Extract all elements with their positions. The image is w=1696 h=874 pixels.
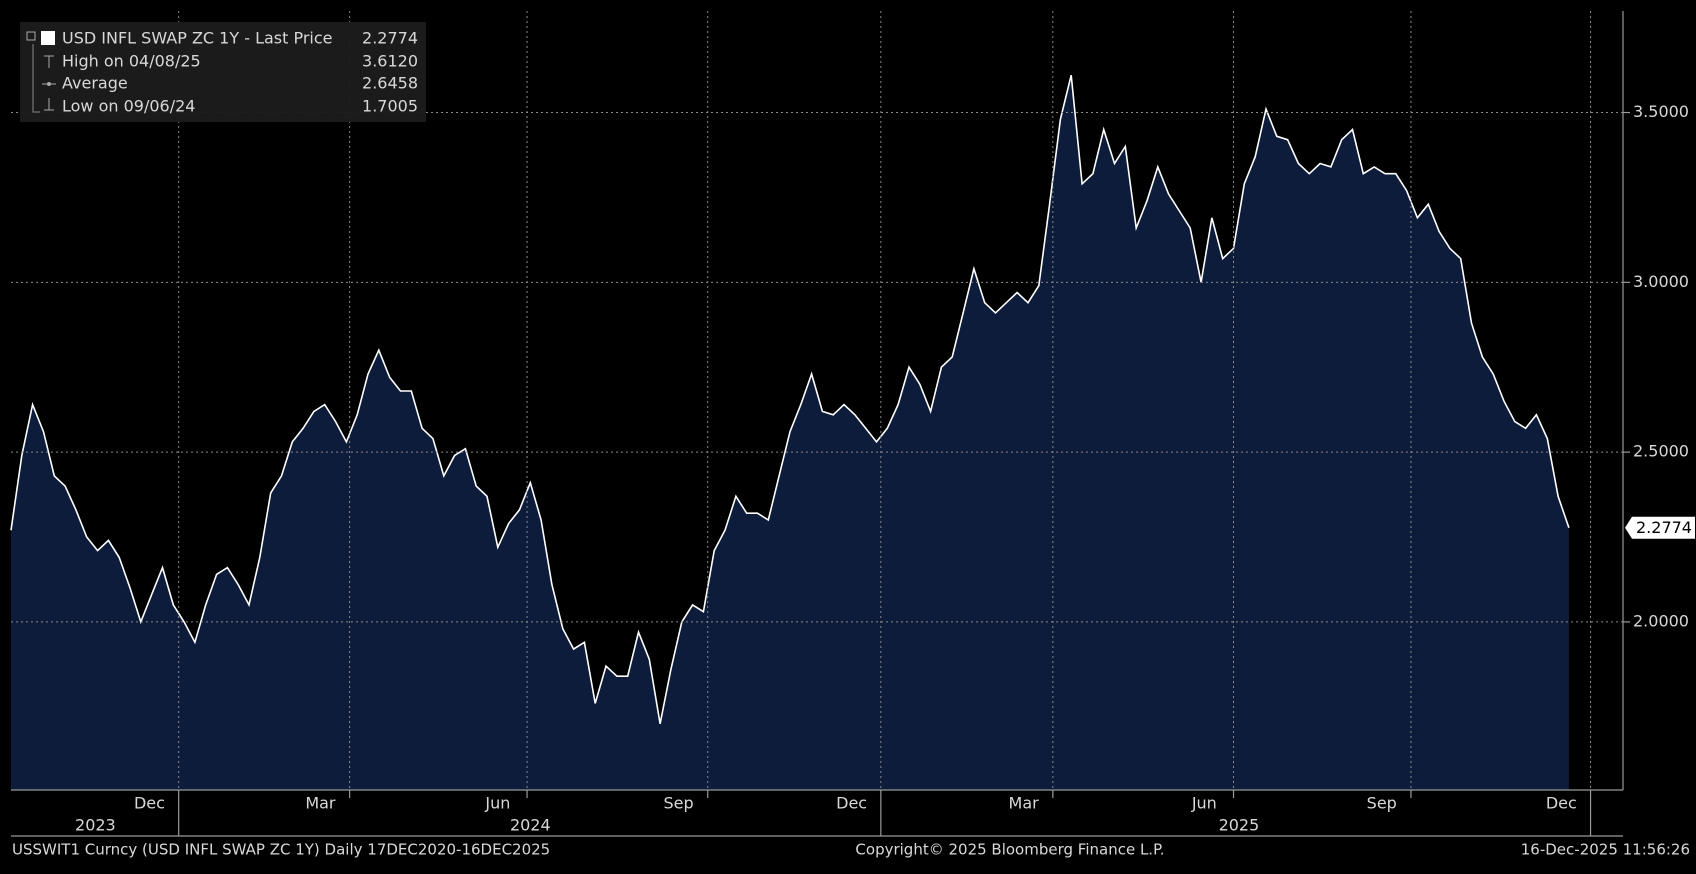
y-tick-label: 3.0000 [1633,272,1689,291]
x-tick-label: Sep [1367,794,1397,813]
x-tick-label: Mar [305,794,336,813]
stat-value: 3.6120 [362,52,418,71]
legend-series-name: USD INFL SWAP ZC 1Y - Last Price [62,29,333,48]
x-tick-label: Mar [1009,794,1040,813]
y-tick-label: 2.0000 [1633,611,1689,630]
year-label: 2025 [1219,816,1260,835]
legend-collapse-icon [26,31,36,41]
stat-label: Average [62,74,128,93]
x-tick-label: Jun [484,794,510,813]
y-tick-label: 2.5000 [1633,442,1689,461]
plot-area: 2.0000 2.5000 3.0000 3.5000 Dec Mar Jun Sep Dec M… [10,11,1695,837]
series-line [10,75,1570,724]
average-icon-dot [47,82,51,86]
x-tick-label: Jun [1191,794,1217,813]
footer-source: USSWIT1 Curncy (USD INFL SWAP ZC 1Y) Dai… [12,841,550,859]
legend: USD INFL SWAP ZC 1Y - Last Price 2.2774 … [20,22,426,122]
year-label: 2023 [75,816,116,835]
footer-timestamp: 16-Dec-2025 11:56:26 [1521,841,1690,859]
legend-swatch [41,31,55,45]
footer-copyright: Copyright© 2025 Bloomberg Finance L.P. [855,841,1164,859]
stat-value: 1.7005 [362,97,418,116]
x-tick-label: Dec [134,794,165,813]
x-tick-label: Dec [1546,794,1577,813]
last-price-label: 2.2774 [1636,518,1692,537]
year-label: 2024 [510,816,551,835]
low-icon [44,98,54,111]
legend-tree-line [32,44,40,113]
stat-value: 2.6458 [362,74,418,93]
legend-box [20,22,426,122]
legend-last-price: 2.2774 [362,29,418,48]
last-price-tag [1625,516,1695,539]
x-tick-label: Sep [663,794,693,813]
stat-label: Low on 09/06/24 [62,97,195,116]
high-icon [44,55,54,68]
stat-label: High on 04/08/25 [62,52,201,71]
x-tick-label: Dec [836,794,867,813]
y-tick-label: 3.5000 [1633,102,1689,121]
